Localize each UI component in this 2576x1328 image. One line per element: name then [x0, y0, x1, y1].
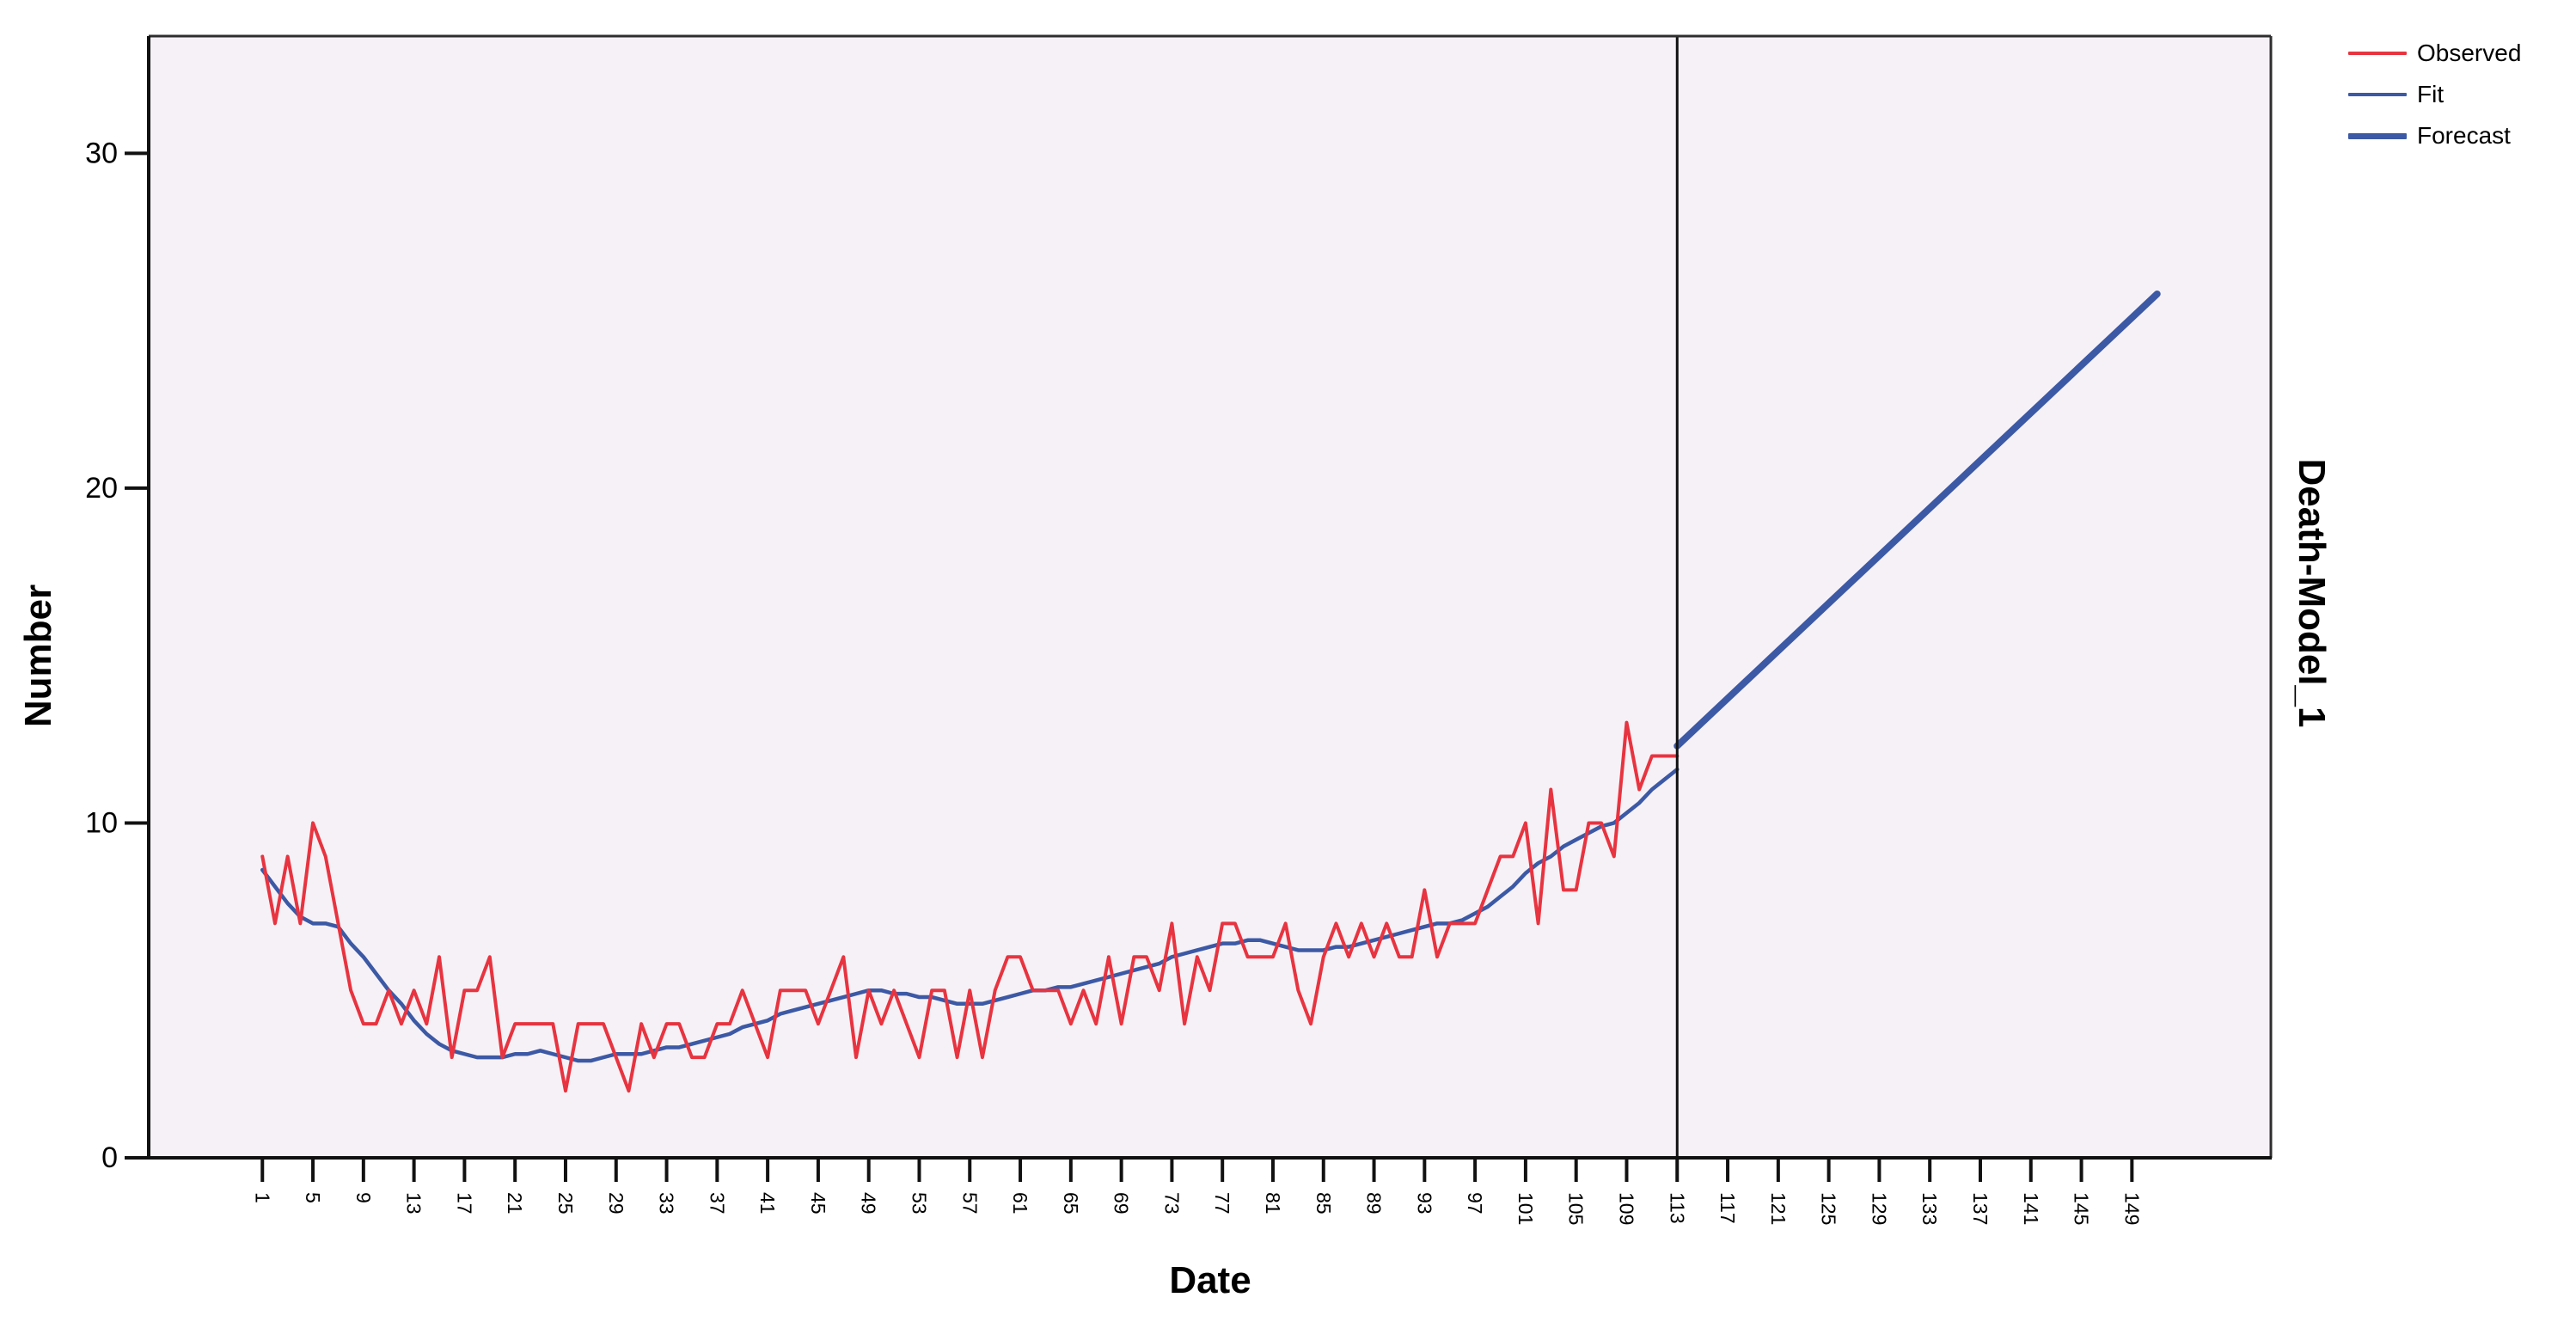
x-tick-label: 113	[1666, 1192, 1688, 1224]
legend-item-forecast: Forecast	[2348, 124, 2521, 148]
x-tick-label: 133	[1918, 1192, 1941, 1225]
y-tick-label: 30	[85, 137, 118, 169]
x-tick-label: 77	[1211, 1192, 1233, 1215]
x-tick-label: 5	[302, 1192, 324, 1203]
x-tick-label: 69	[1111, 1192, 1133, 1215]
x-tick-label: 101	[1514, 1192, 1537, 1225]
y-tick-label: 20	[85, 472, 118, 505]
legend-label-observed: Observed	[2417, 40, 2522, 66]
x-tick-label: 93	[1413, 1192, 1435, 1215]
legend-label-fit: Fit	[2417, 81, 2444, 107]
x-tick-label: 137	[1969, 1192, 1992, 1225]
x-tick-label: 41	[756, 1192, 779, 1215]
x-tick-label: 109	[1615, 1192, 1637, 1225]
x-tick-label: 73	[1160, 1192, 1183, 1215]
x-tick-label: 81	[1262, 1192, 1284, 1215]
model-label: Death-Model_1	[2291, 458, 2333, 728]
x-tick-label: 29	[605, 1192, 627, 1215]
legend-label-forecast: Forecast	[2417, 122, 2511, 149]
x-tick-label: 57	[958, 1192, 981, 1215]
x-tick-label: 125	[1818, 1192, 1840, 1225]
x-tick-label: 89	[1363, 1192, 1386, 1215]
x-tick-label: 49	[858, 1192, 880, 1215]
x-tick-label: 145	[2071, 1192, 2093, 1225]
y-tick-label: 10	[85, 806, 118, 839]
observed-series	[260, 720, 1680, 1093]
x-tick-label: 17	[453, 1192, 475, 1215]
x-tick-label: 37	[706, 1192, 728, 1215]
x-tick-label: 117	[1716, 1192, 1739, 1224]
forecast-line-swatch	[2348, 132, 2407, 139]
x-tick-label: 129	[1868, 1192, 1890, 1225]
x-tick-label: 65	[1060, 1192, 1082, 1215]
x-tick-label: 149	[2120, 1192, 2143, 1225]
x-tick-label: 33	[656, 1192, 678, 1215]
forecast-series	[1673, 290, 2161, 750]
fit-series	[260, 767, 1680, 1063]
x-tick-label: 25	[554, 1192, 577, 1215]
x-tick-label: 53	[908, 1192, 930, 1215]
fit-line-swatch	[2348, 93, 2407, 96]
x-tick-label: 9	[352, 1192, 375, 1203]
x-tick-label: 97	[1464, 1192, 1486, 1215]
legend-item-fit: Fit	[2348, 83, 2521, 107]
plot-background	[149, 36, 2271, 1158]
x-axis-title: Date	[1169, 1259, 1251, 1301]
x-tick-label: 105	[1565, 1192, 1588, 1225]
x-tick-label: 21	[504, 1192, 526, 1215]
y-tick-label: 0	[101, 1141, 118, 1174]
y-axis-title: Number	[17, 584, 59, 728]
x-tick-label: 1	[251, 1192, 273, 1203]
x-tick-label: 45	[807, 1192, 829, 1215]
legend: Observed Fit Forecast	[2348, 41, 2521, 148]
x-tick-label: 13	[403, 1192, 425, 1215]
legend-item-observed: Observed	[2348, 41, 2521, 65]
x-tick-label: 121	[1767, 1192, 1790, 1225]
observed-line-swatch	[2348, 52, 2407, 55]
x-tick-label: 141	[2020, 1192, 2042, 1225]
x-tick-label: 85	[1312, 1192, 1335, 1215]
x-tick-label: 61	[1009, 1192, 1031, 1215]
